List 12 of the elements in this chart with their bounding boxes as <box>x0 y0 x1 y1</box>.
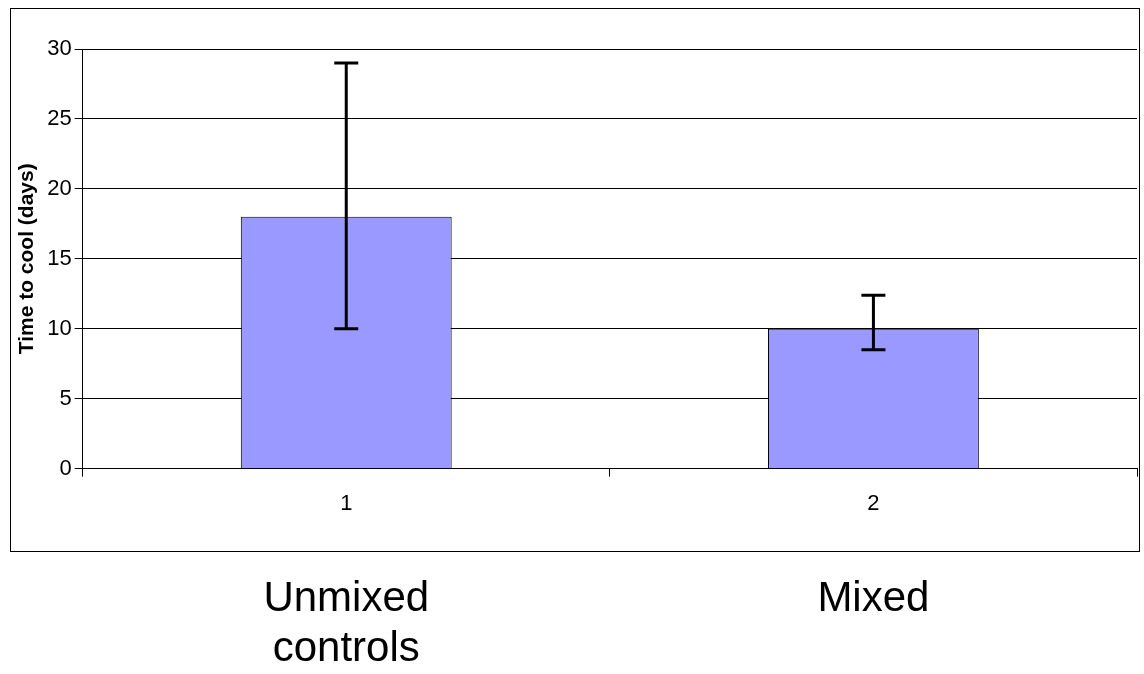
y-axis-title: Time to cool (days) <box>14 163 38 355</box>
y-tick-label: 10 <box>47 314 72 340</box>
y-tick-label: 5 <box>59 384 72 410</box>
x-tick-label: 2 <box>867 489 880 515</box>
text: Mixed <box>816 572 931 622</box>
x-tick-label: 1 <box>340 489 353 515</box>
y-tick-label: 0 <box>59 454 72 480</box>
y-tick-label: 15 <box>47 244 72 270</box>
y-tick-label: 25 <box>47 105 72 130</box>
y-tick-label: 20 <box>47 174 72 200</box>
text: Unmixed controls <box>262 572 431 672</box>
y-tick-label: 30 <box>47 35 72 61</box>
